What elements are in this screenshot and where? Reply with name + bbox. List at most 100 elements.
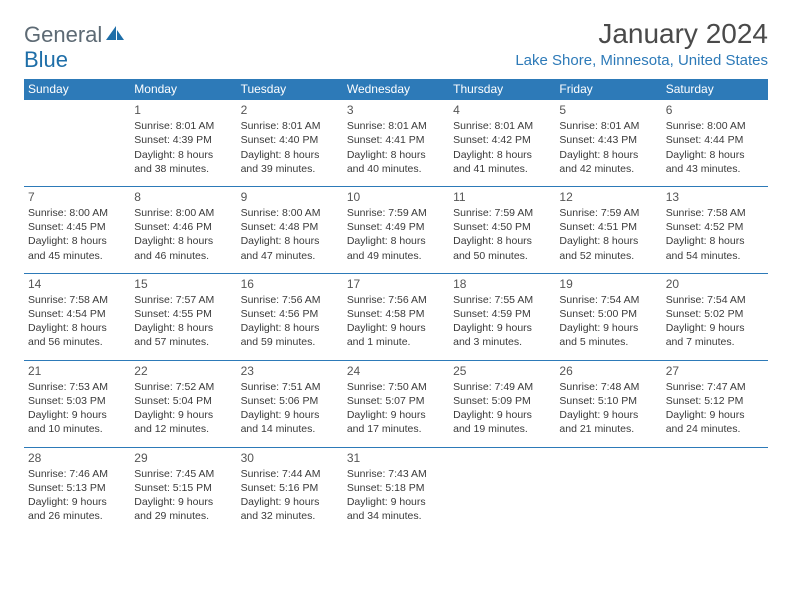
day-info-line: Sunrise: 8:01 AM [347, 119, 445, 133]
day-info-line: and 41 minutes. [453, 162, 551, 176]
day-info-line: Sunrise: 7:52 AM [134, 380, 232, 394]
week-row: 28Sunrise: 7:46 AMSunset: 5:13 PMDayligh… [24, 447, 768, 533]
day-info-line: Sunset: 4:48 PM [241, 220, 339, 234]
day-info-line: and 3 minutes. [453, 335, 551, 349]
day-info-line: Sunrise: 7:48 AM [559, 380, 657, 394]
day-info-line: Sunrise: 7:58 AM [666, 206, 764, 220]
day-cell: 3Sunrise: 8:01 AMSunset: 4:41 PMDaylight… [343, 100, 449, 187]
day-info-line: and 12 minutes. [134, 422, 232, 436]
day-number: 20 [666, 276, 764, 292]
day-info-line: Sunset: 4:54 PM [28, 307, 126, 321]
day-info-line: Sunset: 4:58 PM [347, 307, 445, 321]
day-cell: 19Sunrise: 7:54 AMSunset: 5:00 PMDayligh… [555, 273, 661, 360]
day-info-line: and 17 minutes. [347, 422, 445, 436]
day-info-line: Sunset: 5:02 PM [666, 307, 764, 321]
logo-text-block: General Blue [24, 22, 126, 73]
page-header: General Blue January 2024 Lake Shore, Mi… [24, 18, 768, 73]
day-info-line: and 26 minutes. [28, 509, 126, 523]
sail-icon [104, 24, 126, 42]
day-info-line: Sunrise: 7:59 AM [347, 206, 445, 220]
day-info-line: and 47 minutes. [241, 249, 339, 263]
day-info-line: Daylight: 8 hours [241, 148, 339, 162]
day-cell: 23Sunrise: 7:51 AMSunset: 5:06 PMDayligh… [237, 360, 343, 447]
day-info-line: and 54 minutes. [666, 249, 764, 263]
day-cell: 10Sunrise: 7:59 AMSunset: 4:49 PMDayligh… [343, 186, 449, 273]
day-cell: 14Sunrise: 7:58 AMSunset: 4:54 PMDayligh… [24, 273, 130, 360]
day-number: 24 [347, 363, 445, 379]
day-info-line: Daylight: 9 hours [347, 408, 445, 422]
day-info-line: Daylight: 9 hours [347, 321, 445, 335]
day-info-line: Sunrise: 7:53 AM [28, 380, 126, 394]
day-info-line: Daylight: 9 hours [134, 408, 232, 422]
day-cell: 18Sunrise: 7:55 AMSunset: 4:59 PMDayligh… [449, 273, 555, 360]
day-info-line: and 52 minutes. [559, 249, 657, 263]
day-cell: 15Sunrise: 7:57 AMSunset: 4:55 PMDayligh… [130, 273, 236, 360]
day-number: 30 [241, 450, 339, 466]
day-number: 16 [241, 276, 339, 292]
logo-text-gray: General [24, 22, 102, 47]
day-info-line: Sunrise: 8:01 AM [134, 119, 232, 133]
day-number: 7 [28, 189, 126, 205]
day-info-line: and 42 minutes. [559, 162, 657, 176]
day-info-line: Sunrise: 7:54 AM [559, 293, 657, 307]
day-info-line: and 32 minutes. [241, 509, 339, 523]
day-info-line: Sunset: 4:44 PM [666, 133, 764, 147]
day-info-line: Daylight: 9 hours [134, 495, 232, 509]
day-info-line: and 50 minutes. [453, 249, 551, 263]
day-info-line: and 34 minutes. [347, 509, 445, 523]
week-row: 1Sunrise: 8:01 AMSunset: 4:39 PMDaylight… [24, 100, 768, 187]
day-info-line: Sunrise: 7:59 AM [559, 206, 657, 220]
day-number: 26 [559, 363, 657, 379]
day-info-line: Sunrise: 7:44 AM [241, 467, 339, 481]
day-info-line: Daylight: 8 hours [134, 321, 232, 335]
day-number: 10 [347, 189, 445, 205]
day-info-line: Daylight: 8 hours [134, 234, 232, 248]
day-info-line: Daylight: 8 hours [453, 234, 551, 248]
day-cell [24, 100, 130, 187]
day-info-line: Sunrise: 7:56 AM [347, 293, 445, 307]
day-cell: 13Sunrise: 7:58 AMSunset: 4:52 PMDayligh… [662, 186, 768, 273]
day-info-line: Sunset: 5:10 PM [559, 394, 657, 408]
day-number: 9 [241, 189, 339, 205]
day-cell: 16Sunrise: 7:56 AMSunset: 4:56 PMDayligh… [237, 273, 343, 360]
day-info-line: and 40 minutes. [347, 162, 445, 176]
day-info-line: Sunset: 5:04 PM [134, 394, 232, 408]
day-number: 3 [347, 102, 445, 118]
day-info-line: and 56 minutes. [28, 335, 126, 349]
day-info-line: Daylight: 9 hours [453, 321, 551, 335]
day-info-line: Daylight: 8 hours [28, 234, 126, 248]
day-info-line: Sunrise: 7:55 AM [453, 293, 551, 307]
day-info-line: Sunrise: 8:00 AM [241, 206, 339, 220]
day-cell: 21Sunrise: 7:53 AMSunset: 5:03 PMDayligh… [24, 360, 130, 447]
calendar-page: General Blue January 2024 Lake Shore, Mi… [0, 0, 792, 551]
day-info-line: Sunset: 4:55 PM [134, 307, 232, 321]
day-info-line: and 10 minutes. [28, 422, 126, 436]
day-info-line: and 57 minutes. [134, 335, 232, 349]
day-info-line: Sunrise: 8:00 AM [134, 206, 232, 220]
day-info-line: Sunset: 4:41 PM [347, 133, 445, 147]
day-header: Monday [130, 79, 236, 100]
week-row: 21Sunrise: 7:53 AMSunset: 5:03 PMDayligh… [24, 360, 768, 447]
day-info-line: and 14 minutes. [241, 422, 339, 436]
day-info-line: Daylight: 9 hours [559, 321, 657, 335]
day-info-line: Daylight: 8 hours [559, 234, 657, 248]
day-number: 8 [134, 189, 232, 205]
day-info-line: Sunrise: 7:51 AM [241, 380, 339, 394]
day-number: 23 [241, 363, 339, 379]
day-header: Saturday [662, 79, 768, 100]
day-number: 25 [453, 363, 551, 379]
day-info-line: Sunset: 4:51 PM [559, 220, 657, 234]
day-info-line: and 24 minutes. [666, 422, 764, 436]
day-number: 2 [241, 102, 339, 118]
day-info-line: Sunset: 5:12 PM [666, 394, 764, 408]
day-info-line: Sunrise: 7:45 AM [134, 467, 232, 481]
day-number: 4 [453, 102, 551, 118]
day-info-line: and 21 minutes. [559, 422, 657, 436]
day-info-line: Sunrise: 7:47 AM [666, 380, 764, 394]
day-info-line: Daylight: 8 hours [134, 148, 232, 162]
day-number: 13 [666, 189, 764, 205]
day-header: Friday [555, 79, 661, 100]
month-title: January 2024 [515, 18, 768, 50]
day-cell: 30Sunrise: 7:44 AMSunset: 5:16 PMDayligh… [237, 447, 343, 533]
day-cell [555, 447, 661, 533]
